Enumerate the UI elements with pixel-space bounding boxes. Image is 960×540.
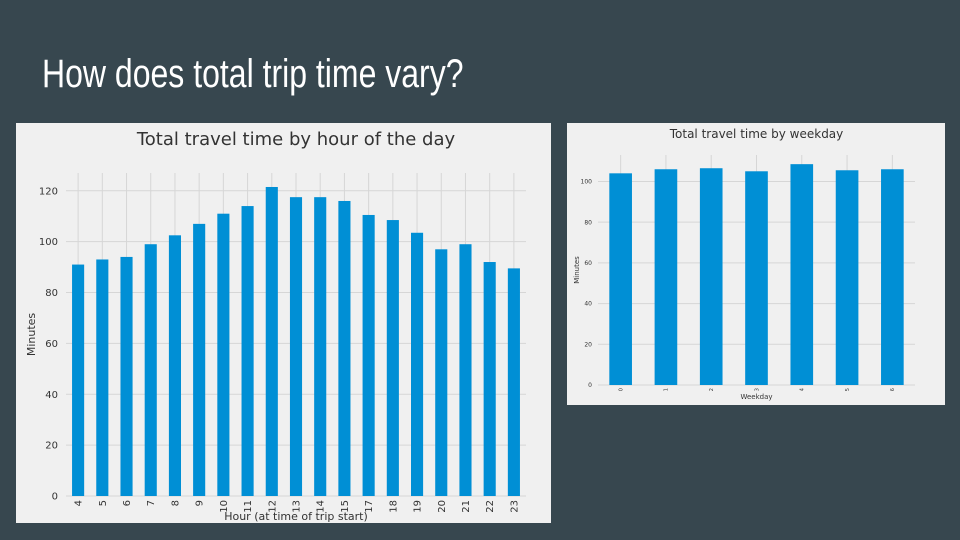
y-tick-label: 40 [45, 390, 58, 401]
bar-8 [168, 235, 181, 496]
bar-6 [120, 256, 133, 496]
y-tick-label: 100 [581, 179, 593, 186]
x-tick-label: 11 [243, 500, 254, 513]
x-tick-label: 17 [364, 500, 375, 513]
bar-11 [241, 206, 254, 496]
x-tick-label: 6 [890, 388, 896, 391]
x-tick-label: 1 [664, 388, 670, 391]
bar-7 [144, 244, 157, 496]
bar-15 [338, 200, 351, 496]
x-tick-label: 10 [219, 500, 230, 513]
x-tick-label: 4 [74, 500, 85, 506]
y-tick-label: 0 [52, 492, 58, 503]
x-tick-label: 8 [170, 500, 181, 506]
bar-0 [609, 173, 632, 385]
bar-1 [654, 169, 678, 385]
y-tick-label: 40 [584, 301, 592, 308]
bar-22 [483, 262, 496, 496]
x-tick-label: 19 [413, 500, 424, 513]
chart-title: Total travel time by hour of the day [136, 129, 456, 150]
y-axis-label: Minutes [573, 256, 581, 284]
x-axis-label: Hour (at time of trip start) [224, 510, 368, 523]
y-tick-label: 20 [45, 441, 58, 452]
y-tick-label: 120 [39, 186, 58, 197]
x-tick-label: 13 [292, 500, 303, 513]
x-tick-label: 7 [146, 500, 157, 506]
x-tick-label: 20 [437, 500, 448, 513]
bar-14 [314, 197, 327, 496]
bar-21 [459, 244, 472, 496]
bar-17 [362, 214, 375, 496]
bar-23 [507, 268, 520, 496]
bar-3 [745, 171, 768, 385]
y-tick-label: 20 [584, 341, 592, 348]
bar-12 [265, 186, 278, 496]
x-tick-label: 6 [122, 500, 133, 506]
x-tick-label: 18 [388, 500, 399, 513]
bar-4 [790, 164, 814, 385]
x-tick-label: 9 [195, 500, 206, 506]
y-axis-label: Minutes [25, 313, 38, 357]
x-tick-label: 23 [509, 500, 520, 513]
chart-panel-weekday: 0 20 40 60 80 100 0 1 2 3 4 5 6 Total travel time by … [567, 123, 945, 405]
chart-panel-hour: 0 20 40 60 80 100 120 4 5 6 7 8 9 10 11 12 13 14 15 17 18 19 2… [16, 123, 551, 523]
slide-title: How does total trip time vary? [42, 52, 464, 96]
y-tick-label: 100 [39, 237, 58, 248]
bar-6 [881, 169, 904, 385]
x-tick-label: 14 [316, 500, 327, 513]
x-tick-label: 15 [340, 500, 351, 513]
y-tick-label: 60 [45, 339, 58, 350]
x-tick-label: 4 [800, 388, 806, 391]
bar-10 [217, 213, 230, 496]
x-tick-label: 0 [618, 388, 624, 391]
x-tick-label: 21 [461, 500, 472, 513]
y-tick-label: 60 [584, 260, 592, 267]
y-tick-label: 80 [45, 288, 58, 299]
bar-5 [835, 170, 859, 385]
hour-chart-svg: 0 20 40 60 80 100 120 4 5 6 7 8 9 10 11 12 13 14 15 17 18 19 2… [25, 129, 526, 523]
bar-13 [289, 197, 303, 496]
bar-5 [96, 259, 109, 496]
bar-19 [411, 232, 424, 497]
x-tick-label: 22 [485, 500, 496, 513]
x-tick-label: 3 [754, 388, 760, 391]
y-tick-label: 80 [584, 219, 592, 226]
bar-18 [386, 220, 399, 496]
x-tick-label: 5 [845, 388, 851, 391]
chart-title: Total travel time by weekday [669, 127, 844, 141]
bar-20 [435, 249, 448, 496]
bar-2 [699, 168, 723, 385]
x-axis-label: Weekday [740, 393, 772, 401]
y-tick-label: 0 [588, 382, 592, 389]
x-tick-label: 12 [267, 500, 278, 513]
bar-9 [193, 223, 206, 496]
x-tick-label: 2 [709, 388, 715, 391]
weekday-chart-svg: 0 20 40 60 80 100 0 1 2 3 4 5 6 Total travel time by … [573, 127, 915, 401]
bar-4 [72, 264, 85, 496]
x-tick-label: 5 [98, 500, 109, 506]
